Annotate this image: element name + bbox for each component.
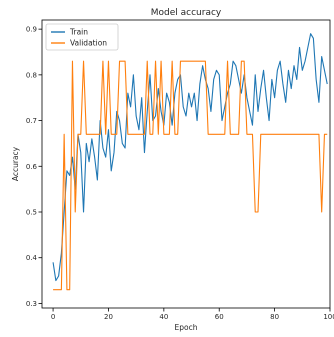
train-series-line xyxy=(52,33,328,282)
y-tick-label: 0.5 xyxy=(26,209,37,217)
x-axis-label: Epoch xyxy=(175,323,198,332)
y-axis-label: Accuracy xyxy=(11,146,20,181)
x-tick-label: 100 xyxy=(323,313,334,321)
axes-group: 0 20 40 60 80 100 0.3 0.4 0.5 0.6 0.7 0.8 0.9 xyxy=(26,19,334,321)
x-tick-label: 60 xyxy=(215,313,224,321)
plot-series-group xyxy=(52,33,328,291)
x-tick-label: 80 xyxy=(270,313,279,321)
y-tick-label: 0.3 xyxy=(26,300,37,308)
legend-train-label: Train xyxy=(69,28,88,37)
plot-frame xyxy=(41,19,331,309)
x-tick-label: 40 xyxy=(159,313,168,321)
legend: Train Validation xyxy=(45,23,119,51)
validation-series-line xyxy=(53,60,328,291)
x-tick-label: 20 xyxy=(104,313,113,321)
y-tick-label: 0.9 xyxy=(26,26,37,34)
y-tick-label: 0.6 xyxy=(26,163,38,171)
chart-title: Model accuracy xyxy=(151,8,222,18)
y-tick-label: 0.7 xyxy=(26,117,37,125)
y-tick-label: 0.8 xyxy=(26,71,37,79)
x-tick-label: 0 xyxy=(51,313,55,321)
legend-validation-label: Validation xyxy=(70,39,107,48)
y-tick-label: 0.4 xyxy=(26,254,38,262)
